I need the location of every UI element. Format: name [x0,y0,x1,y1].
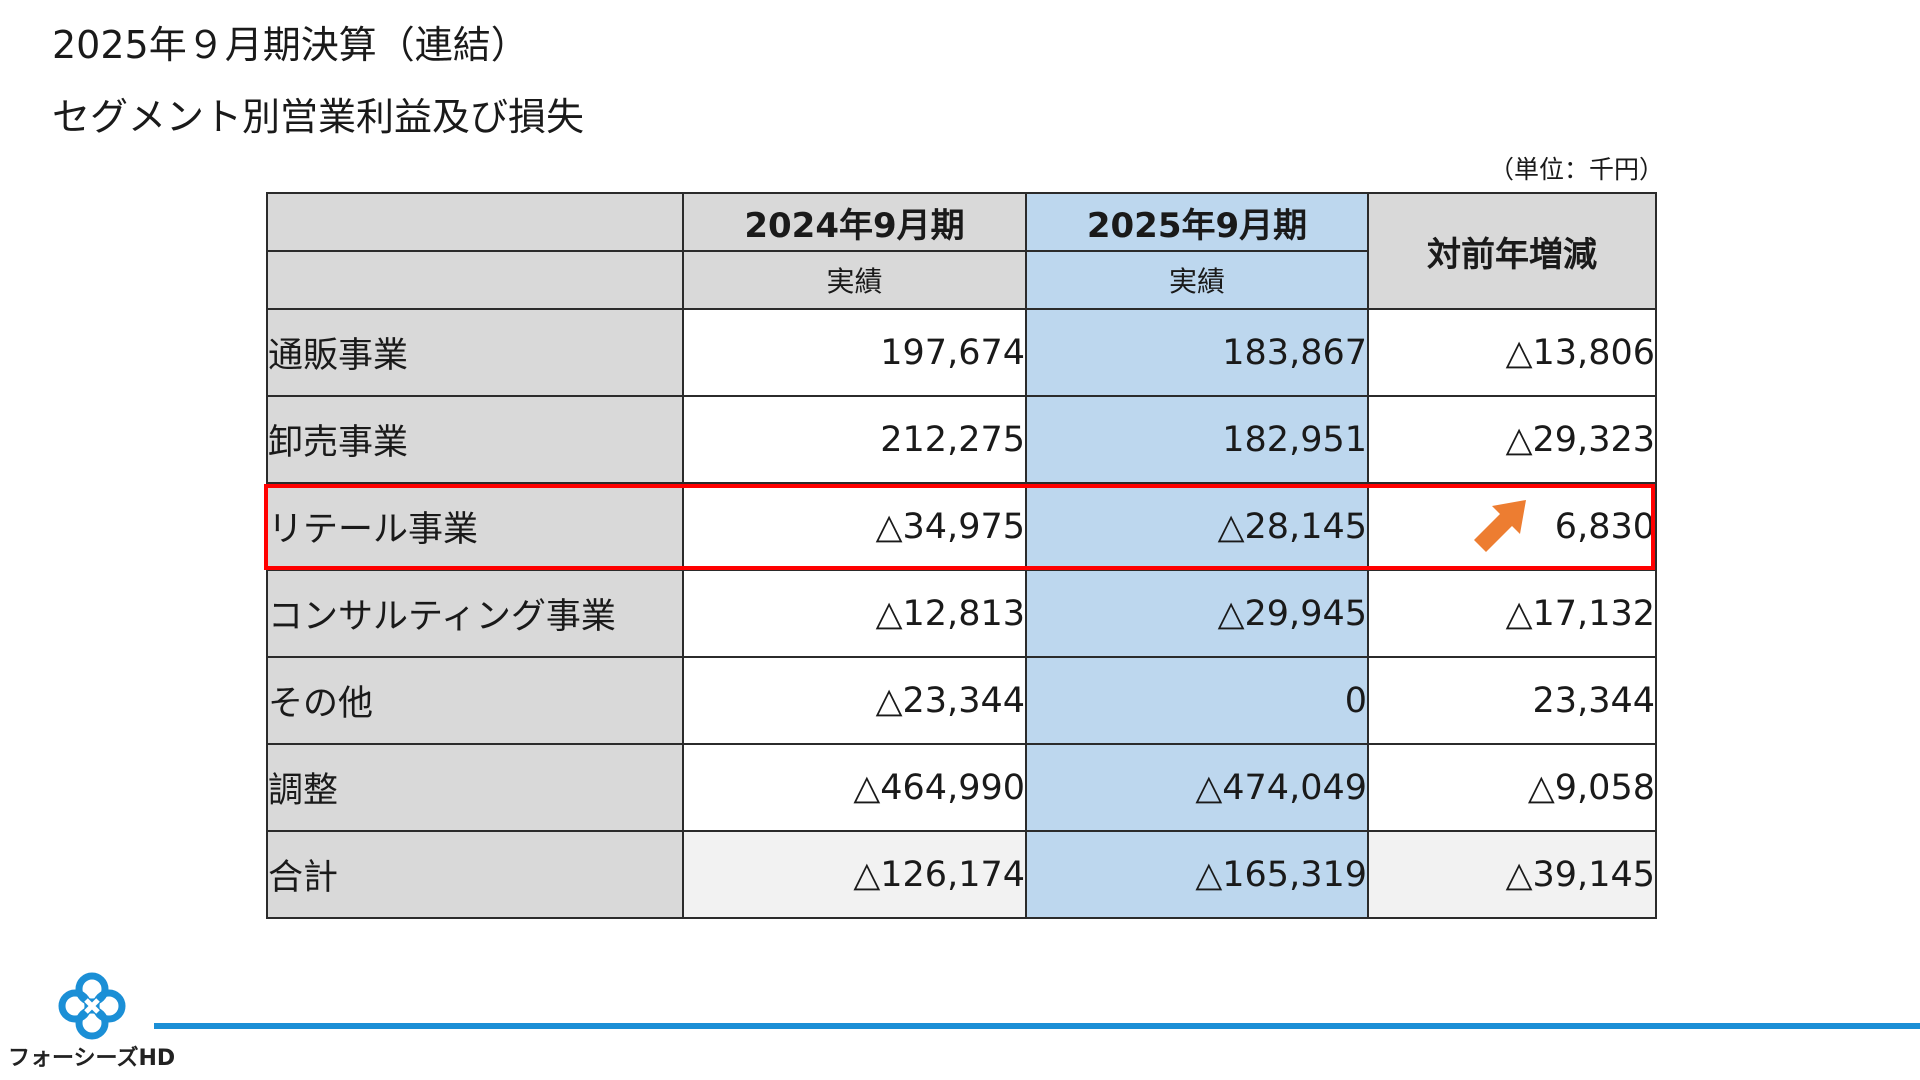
curr-value: △165,319 [1025,830,1369,919]
page-subtitle: セグメント別営業利益及び損失 [52,95,585,139]
segment-label: その他 [266,656,684,745]
change-value: 6,830 [1367,482,1657,571]
arrow-up-right-icon [1474,500,1526,552]
total-row: 合計 △126,174 △165,319 △39,145 [266,830,1657,919]
header-prev-period: 2024年9月期 [682,192,1027,252]
prev-value: △12,813 [682,569,1027,658]
prev-value: △464,990 [682,743,1027,832]
prev-value: △34,975 [682,482,1027,571]
footer-divider [154,1023,1920,1029]
unit-label: （単位：千円） [1488,155,1664,184]
segment-label: 通販事業 [266,308,684,397]
prev-value: 197,674 [682,308,1027,397]
subheader-blank-cell [266,250,684,310]
segment-label: コンサルティング事業 [266,569,684,658]
change-value: △9,058 [1367,743,1657,832]
curr-value: △474,049 [1025,743,1369,832]
change-value: △17,132 [1367,569,1657,658]
table-row: 卸売事業 212,275 182,951 △29,323 [266,395,1657,484]
page-title: 2025年９月期決算（連結） [52,23,529,67]
table-row: その他 △23,344 0 23,344 [266,656,1657,745]
segment-profit-table: 2024年9月期 2025年9月期 対前年増減 実績 実績 通販事業 197,6… [266,192,1657,919]
change-value: △29,323 [1367,395,1657,484]
prev-value: △126,174 [682,830,1027,919]
change-value: △39,145 [1367,830,1657,919]
subheader-curr-actual: 実績 [1025,250,1369,310]
subheader-row: 実績 実績 [266,250,1656,310]
table-row: リテール事業 △34,975 △28,145 6,830 [266,482,1657,571]
segment-label: リテール事業 [266,482,684,571]
curr-value: 182,951 [1025,395,1369,484]
curr-value: 183,867 [1025,308,1369,397]
curr-value: △28,145 [1025,482,1369,571]
header-yoy-change: 対前年増減 [1367,192,1657,310]
table-row: 通販事業 197,674 183,867 △13,806 [266,308,1657,397]
table-row: 調整 △464,990 △474,049 △9,058 [266,743,1657,832]
table-row: コンサルティング事業 △12,813 △29,945 △17,132 [266,569,1657,658]
curr-value: △29,945 [1025,569,1369,658]
subheader-prev-actual: 実績 [682,250,1027,310]
clover-logo-icon [58,972,126,1040]
curr-value: 0 [1025,656,1369,745]
change-value: 23,344 [1367,656,1657,745]
segment-label: 合計 [266,830,684,919]
header-blank-cell [266,192,684,252]
change-value: △13,806 [1367,308,1657,397]
prev-value: 212,275 [682,395,1027,484]
segment-label: 調整 [266,743,684,832]
header-row: 2024年9月期 2025年9月期 対前年増減 [266,192,1657,310]
header-curr-period: 2025年9月期 [1025,192,1369,252]
company-logo-text: フォーシーズHD [8,1046,176,1071]
prev-value: △23,344 [682,656,1027,745]
segment-label: 卸売事業 [266,395,684,484]
